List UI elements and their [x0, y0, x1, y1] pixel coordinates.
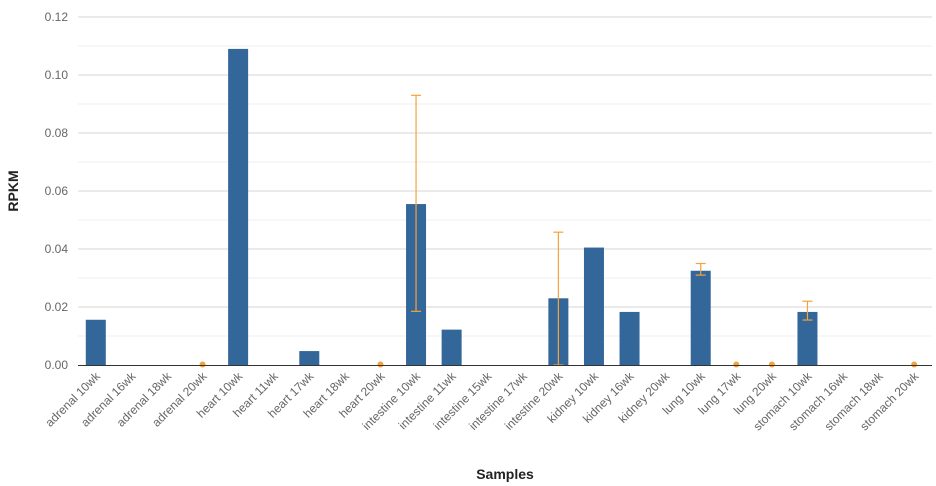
error-marker: [377, 361, 384, 368]
bar: [583, 247, 604, 365]
x-axis-title: Samples: [476, 466, 534, 482]
error-marker: [733, 361, 740, 368]
bar: [690, 270, 711, 365]
y-tick-label: 0.08: [45, 126, 69, 140]
bar: [619, 311, 640, 365]
bar: [299, 351, 320, 365]
y-tick-label: 0.12: [45, 10, 69, 24]
bar: [228, 48, 249, 366]
error-marker: [199, 361, 206, 368]
grid-lines: [78, 16, 932, 337]
y-tick-label: 0.04: [45, 242, 69, 256]
error-marker: [768, 361, 775, 368]
y-tick-label: 0.02: [45, 300, 69, 314]
bar: [441, 329, 462, 365]
y-tick-label: 0.10: [45, 68, 69, 82]
y-tick-label: 0.00: [45, 358, 69, 372]
bar: [797, 311, 818, 365]
y-axis-title: RPKM: [5, 170, 21, 211]
bar: [85, 319, 106, 365]
error-marker: [911, 361, 918, 368]
y-axis-ticks: 0.00 0.02 0.04 0.06 0.08 0.10 0.12: [45, 10, 69, 372]
y-tick-label: 0.06: [45, 184, 69, 198]
bars: [85, 48, 818, 366]
